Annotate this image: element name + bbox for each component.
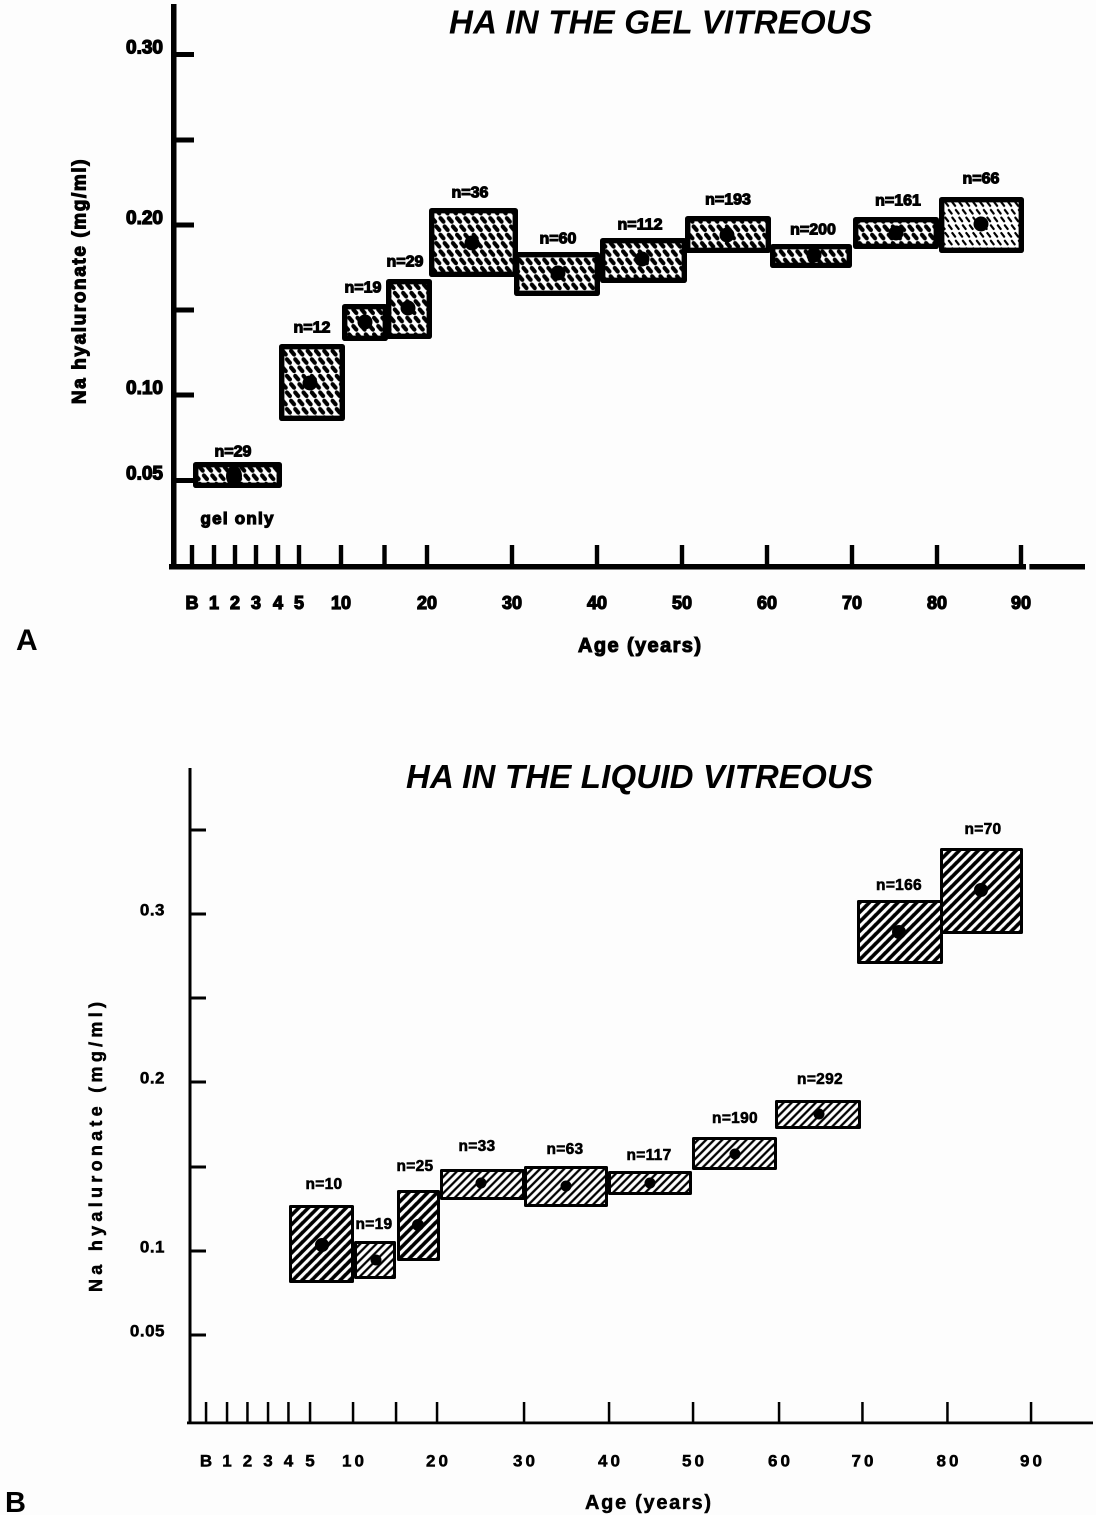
svg-text:n=112: n=112 (618, 217, 663, 234)
svg-text:60: 60 (757, 593, 777, 613)
svg-text:n=36: n=36 (452, 185, 489, 202)
svg-text:n=193: n=193 (705, 192, 751, 209)
svg-text:30: 30 (502, 593, 522, 613)
svg-text:30: 30 (513, 1452, 538, 1471)
svg-text:n=19: n=19 (356, 1216, 393, 1233)
svg-text:n=29: n=29 (387, 254, 424, 271)
svg-text:n=25: n=25 (397, 1158, 434, 1175)
svg-text:3: 3 (263, 1452, 272, 1471)
svg-text:0.1: 0.1 (140, 1238, 165, 1257)
svg-text:50: 50 (672, 593, 692, 613)
svg-text:40: 40 (587, 593, 607, 613)
svg-text:Age (years): Age (years) (578, 635, 701, 657)
svg-text:10: 10 (342, 1452, 367, 1471)
svg-text:Na hyaluronate (mg/ml): Na hyaluronate (mg/ml) (86, 1002, 106, 1292)
svg-text:n=200: n=200 (790, 222, 836, 239)
svg-text:Na hyaluronate (mg/ml): Na hyaluronate (mg/ml) (70, 158, 91, 404)
svg-text:HA IN THE GEL VITREOUS: HA IN THE GEL VITREOUS (449, 4, 872, 41)
svg-text:70: 70 (842, 593, 862, 613)
svg-text:90: 90 (1011, 593, 1031, 613)
svg-text:n=29: n=29 (215, 444, 252, 461)
svg-text:n=166: n=166 (876, 877, 922, 894)
svg-text:n=66: n=66 (963, 171, 1000, 188)
svg-text:B: B (186, 593, 199, 613)
svg-text:2: 2 (243, 1452, 252, 1471)
svg-text:4: 4 (273, 593, 283, 613)
svg-text:20: 20 (426, 1452, 451, 1471)
svg-text:5: 5 (305, 1452, 314, 1471)
svg-text:0.30: 0.30 (126, 38, 163, 59)
svg-text:1: 1 (222, 1452, 231, 1471)
svg-text:n=60: n=60 (540, 231, 577, 248)
svg-text:90: 90 (1020, 1452, 1045, 1471)
svg-text:0.2: 0.2 (140, 1069, 165, 1088)
svg-text:50: 50 (682, 1452, 707, 1471)
svg-text:4: 4 (284, 1452, 294, 1471)
svg-text:60: 60 (768, 1452, 793, 1471)
svg-text:n=190: n=190 (712, 1110, 758, 1127)
svg-text:n=12: n=12 (294, 320, 331, 337)
svg-text:0.3: 0.3 (140, 901, 165, 920)
svg-text:3: 3 (251, 593, 261, 613)
svg-text:n=70: n=70 (965, 821, 1002, 838)
svg-text:70: 70 (852, 1452, 877, 1471)
svg-text:A: A (16, 624, 38, 657)
svg-text:gel only: gel only (201, 509, 275, 528)
svg-text:20: 20 (417, 593, 437, 613)
svg-text:10: 10 (331, 593, 351, 613)
svg-text:0.20: 0.20 (126, 208, 163, 229)
svg-text:1: 1 (209, 593, 219, 613)
svg-text:n=292: n=292 (797, 1071, 843, 1088)
svg-text:80: 80 (937, 1452, 962, 1471)
svg-text:n=33: n=33 (459, 1138, 496, 1155)
svg-text:n=63: n=63 (547, 1141, 584, 1158)
svg-text:B: B (200, 1452, 212, 1471)
svg-text:0.05: 0.05 (130, 1322, 165, 1341)
svg-text:5: 5 (294, 593, 304, 613)
svg-text:80: 80 (927, 593, 947, 613)
svg-text:n=10: n=10 (306, 1176, 343, 1193)
svg-text:n=19: n=19 (345, 280, 382, 297)
svg-text:HA IN THE LIQUID VITREOUS: HA IN THE LIQUID VITREOUS (406, 758, 873, 795)
svg-text:0.10: 0.10 (126, 378, 163, 399)
svg-text:0.05: 0.05 (126, 464, 163, 485)
svg-text:B: B (5, 1487, 26, 1515)
svg-text:40: 40 (598, 1452, 623, 1471)
svg-text:Age (years): Age (years) (585, 1492, 711, 1514)
svg-text:n=161: n=161 (875, 193, 921, 210)
svg-text:2: 2 (230, 593, 240, 613)
svg-text:n=117: n=117 (626, 1147, 671, 1164)
